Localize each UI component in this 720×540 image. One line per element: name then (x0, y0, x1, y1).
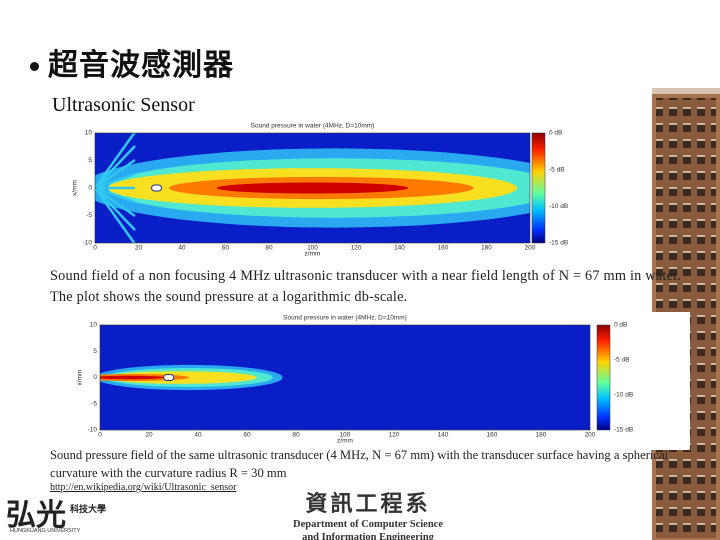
x-tick-label: 120 (351, 245, 362, 252)
colorbar-label: -10 dB (614, 392, 633, 399)
subtitle: Ultrasonic Sensor (52, 94, 195, 116)
plot-title: Sound pressure in water (4MHz, D=10mm) (283, 315, 407, 322)
beam-red (100, 375, 165, 380)
x-tick-label: 0 (93, 245, 97, 252)
heatmap (100, 325, 590, 430)
slide-title: 超音波感測器 (48, 48, 234, 83)
colorbar-label: -5 dB (614, 357, 630, 364)
y-tick-label: -5 (91, 400, 97, 407)
x-tick-label: 20 (145, 432, 153, 439)
colorbar-label: 0 dB (549, 130, 562, 137)
x-tick-label: 100 (340, 432, 351, 439)
side-lobe (95, 158, 136, 190)
side-lobe (95, 172, 136, 190)
side-lobe (95, 133, 136, 189)
y-tick-label: 0 (93, 374, 97, 381)
colorbar-label: -10 dB (549, 203, 568, 210)
x-tick-label: 80 (292, 432, 300, 439)
logo-english: HUNGKUANG UNIVERSITY (10, 528, 81, 534)
heatmap (95, 133, 530, 243)
near-field (151, 184, 163, 192)
x-tick-label: 160 (487, 432, 498, 439)
x-tick-label: 80 (265, 245, 273, 252)
department-english: and Information Engineering (302, 532, 434, 540)
department-name: 資訊工程系 (305, 492, 431, 517)
x-tick-label: 60 (222, 245, 230, 252)
colorbar (596, 324, 611, 431)
colorbar-label: 0 dB (614, 322, 627, 329)
plot-title: Sound pressure in water (4MHz, D=10mm) (251, 123, 375, 130)
caption: Sound pressure field of the same ultraso… (50, 448, 669, 480)
x-tick-label: 120 (389, 432, 400, 439)
caption: Sound field of a non focusing 4 MHz ultr… (50, 268, 681, 305)
colorbar-label: -5 dB (549, 166, 565, 173)
logo-sub: 科技大學 (70, 505, 107, 515)
x-tick-label: 40 (194, 432, 202, 439)
x-tick-label: 60 (243, 432, 251, 439)
side-lobe (95, 186, 136, 218)
y-tick-label: 5 (88, 157, 92, 164)
x-tick-label: 40 (178, 245, 186, 252)
y-tick-label: 10 (90, 322, 98, 329)
y-tick-label: -5 (86, 212, 92, 219)
colorbar-label: -15 dB (614, 427, 633, 434)
colorbar-label: -15 dB (549, 240, 568, 247)
x-tick-label: 200 (525, 245, 536, 252)
x-tick-label: 160 (438, 245, 449, 252)
y-tick-label: 10 (85, 130, 93, 137)
beam-red (216, 182, 409, 194)
x-tick-label: 0 (98, 432, 102, 439)
near-field (163, 374, 175, 381)
side-lobe (95, 186, 136, 204)
logo-name: 弘光 (6, 498, 66, 533)
y-axis-label: x/mm (72, 180, 79, 196)
plot: Sound pressure in water (4MHz, D=10mm) 0 2… (72, 123, 568, 258)
y-axis-label: x/mm (77, 370, 84, 386)
x-tick-label: 100 (307, 245, 318, 252)
x-tick-label: 200 (585, 432, 596, 439)
department-english: Department of Computer Science (293, 519, 443, 530)
y-tick-label: 5 (93, 348, 97, 355)
x-tick-label: 140 (438, 432, 449, 439)
y-tick-label: 0 (88, 185, 92, 192)
colorbar (531, 132, 546, 244)
x-tick-label: 180 (481, 245, 492, 252)
plot: Sound pressure in water (4MHz, D=10mm) 0 2… (45, 312, 690, 450)
x-tick-label: 140 (394, 245, 405, 252)
y-tick-label: -10 (83, 240, 93, 247)
x-axis-label: z/mm (337, 438, 353, 445)
side-lobe (95, 145, 136, 189)
bullet (30, 62, 39, 71)
y-tick-label: -10 (88, 427, 98, 434)
side-lobe (95, 187, 136, 243)
university-logo: 弘光 科技大學 HUNGKUANG UNIVERSITY (6, 490, 106, 534)
source-link[interactable]: http://en.wikipedia.org/wiki/Ultrasonic_… (50, 482, 237, 493)
side-lobe (95, 187, 136, 231)
x-tick-label: 180 (536, 432, 547, 439)
department: 資訊工程系 Department of Computer Science and… (268, 486, 468, 540)
x-axis-label: z/mm (305, 251, 321, 258)
x-tick-label: 20 (135, 245, 143, 252)
